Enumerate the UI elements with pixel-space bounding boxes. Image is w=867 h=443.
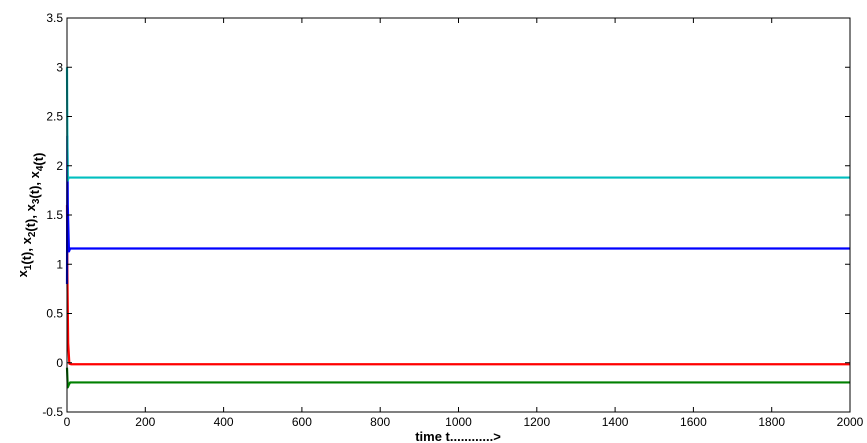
y-label-part: (t), x	[27, 170, 42, 198]
y-label-part: (t)	[31, 153, 46, 166]
x-tick-label: 1000	[445, 415, 472, 429]
y-tick-label: 3.5	[46, 11, 63, 25]
y-tick-label: 1	[56, 257, 63, 271]
x-tick-label: 1400	[602, 415, 629, 429]
x-tick-label: 600	[292, 415, 312, 429]
x-tick-label: 800	[370, 415, 390, 429]
y-label-part: (t), x	[23, 203, 38, 231]
y-label-subscript: 1	[23, 264, 34, 270]
x-tick-label: 1800	[758, 415, 785, 429]
y-tick-label: 2.5	[46, 110, 63, 124]
x-tick-label: 1600	[680, 415, 707, 429]
x-tick-label: 2000	[837, 415, 864, 429]
x-tick-label: 200	[135, 415, 155, 429]
y-label-part: x	[15, 269, 30, 277]
y-axis-label: x1(t), x2(t), x3(t), x4(t)	[15, 153, 46, 278]
x-tick-label: 1200	[523, 415, 550, 429]
y-label-subscript: 4	[35, 165, 46, 171]
y-tick-label: 1.5	[46, 208, 63, 222]
y-tick-label: -0.5	[42, 405, 63, 419]
y-tick-label: 3	[56, 60, 63, 74]
y-label-subscript: 3	[31, 198, 42, 204]
y-tick-label: 0	[56, 356, 63, 370]
plot-area	[67, 18, 850, 412]
x-tick-label: 400	[214, 415, 234, 429]
y-tick-label: 2	[56, 159, 63, 173]
x-tick-label: 0	[64, 415, 71, 429]
y-tick-label: 0.5	[46, 307, 63, 321]
y-label-subscript: 2	[27, 231, 38, 237]
x-axis-label: time t............>	[415, 429, 501, 443]
series-line-2	[65, 367, 850, 389]
ticks-layer: 0 200 400 600 800 1000 1200 1400 1600 1800 2000 -0.…	[42, 11, 863, 429]
y-label-part: (t), x	[19, 236, 34, 264]
